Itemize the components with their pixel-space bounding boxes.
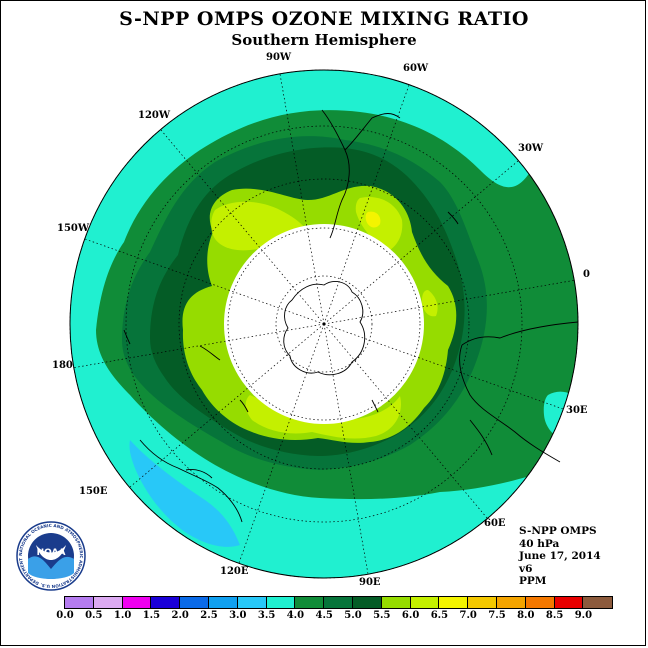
colorbar-tick-label: 1.5: [142, 610, 161, 621]
colorbar: [64, 596, 614, 609]
colorbar-swatch: [439, 597, 469, 608]
meridian-180: [71, 323, 325, 369]
contour-6.5-7.0: [365, 211, 381, 228]
australia-coastline: [139, 439, 243, 523]
colorbar-swatch: [266, 597, 296, 608]
colorbar-swatch: [208, 597, 238, 608]
colorbar-swatch: [324, 597, 353, 608]
lon-label-150e: 150E: [79, 486, 108, 497]
latitude-circle-20s: [125, 125, 523, 523]
coastlines: [123, 109, 579, 523]
colorbar-tick-label: 0.0: [56, 610, 74, 621]
colorbar-swatch: [180, 597, 209, 608]
lon-label-150w: 150W: [57, 223, 90, 234]
colorbar-tick-label: 9.0: [574, 610, 593, 621]
colorbar-tick-label: 6.0: [401, 610, 420, 621]
colorbar-swatch: [122, 597, 152, 608]
lon-label-90w: 90W: [266, 52, 292, 63]
lon-label-0: 0: [583, 269, 590, 280]
colorbar-tick-label: 4.5: [315, 610, 333, 621]
colorbar-tick-label: 8.5: [545, 610, 564, 621]
colorbar-swatch: [93, 597, 123, 608]
island-coastlines: [239, 211, 459, 413]
lon-label-60w: 60W: [403, 63, 429, 74]
colorbar-tick-label: 0.5: [85, 610, 103, 621]
colorbar-swatch: [525, 597, 555, 608]
info-pressure-level: 40 hPa: [519, 537, 560, 550]
colorbar-swatch: [554, 597, 584, 608]
contour-6.0-6.5-d: [422, 290, 438, 317]
contour-3.0-3.5: [129, 440, 240, 547]
colorbar-tick-label: 2.0: [171, 610, 189, 621]
colorbar-swatch: [583, 597, 613, 608]
lon-label-120w: 120W: [138, 110, 171, 121]
info-date: June 17, 2014: [519, 550, 601, 562]
colorbar-tick-label: 2.5: [200, 610, 218, 621]
colorbar-swatch: [65, 597, 94, 608]
lon-label-30e: 30E: [566, 405, 588, 416]
contour-6.0-6.5-c: [245, 395, 401, 439]
colorbar-tick-label: 8.0: [517, 610, 535, 621]
colorbar-tick-label: 1.0: [113, 610, 132, 621]
colorbar-swatch: [295, 597, 325, 608]
lon-label-90e: 90E: [359, 577, 381, 588]
product-info: S-NPP OMPS 40 hPa June 17, 2014 v6 PPM: [519, 525, 601, 588]
latitude-circle-80s: [275, 275, 373, 373]
new-zealand-coastline: [123, 329, 221, 361]
lon-label-60e: 60E: [484, 518, 506, 529]
south-pole-marker: [322, 322, 326, 326]
colorbar-tick-label: 7.5: [488, 610, 506, 621]
colorbar-tick-label: 3.5: [257, 610, 276, 621]
colorbar-swatch: [496, 597, 526, 608]
info-version: v6: [519, 562, 533, 575]
map-title: S-NPP OMPS OZONE MIXING RATIO: [119, 8, 529, 30]
colorbar-swatch: [381, 597, 411, 608]
south-america-coastline: [321, 109, 401, 239]
info-units: PPM: [519, 575, 547, 587]
colorbar-swatch: [410, 597, 440, 608]
colorbar-swatch: [237, 597, 267, 608]
colorbar-tick-labels: 0.0 0.5 1.0 1.5 2.0 2.5 3.0 3.5 4.0 4.5 5.0 5.5 6.0 6…: [0, 610, 648, 624]
lon-label-120e: 120E: [220, 566, 249, 577]
map-subtitle: Southern Hemisphere: [231, 31, 417, 49]
colorbar-tick-label: 3.0: [229, 610, 247, 621]
latitude-circle-40s: [178, 178, 470, 470]
noaa-logo: NATIONAL OCEANIC AND ATMOSPHERIC ADMINIS…: [16, 521, 86, 591]
lon-label-180: 180: [52, 360, 73, 371]
colorbar-swatch: [468, 597, 497, 608]
colorbar-tick-label: 6.5: [430, 610, 449, 621]
map-boundary: [69, 69, 579, 579]
antarctica-coastline: [283, 281, 366, 376]
colorbar-tick-label: 5.5: [373, 610, 391, 621]
lon-label-30w: 30W: [518, 143, 544, 154]
colorbar-tick-label: 4.0: [286, 610, 305, 621]
logo-text: NOAA: [37, 548, 66, 558]
colorbar-tick-label: 5.0: [344, 610, 362, 621]
colorbar-swatch: [151, 597, 181, 608]
info-instrument: S-NPP OMPS: [519, 525, 597, 537]
meridian-0: [323, 279, 577, 325]
africa-coastline: [459, 321, 579, 463]
colorbar-tick-label: 7.0: [459, 610, 477, 621]
colorbar-swatch: [352, 597, 382, 608]
latitude-circle-60s: [227, 227, 421, 421]
